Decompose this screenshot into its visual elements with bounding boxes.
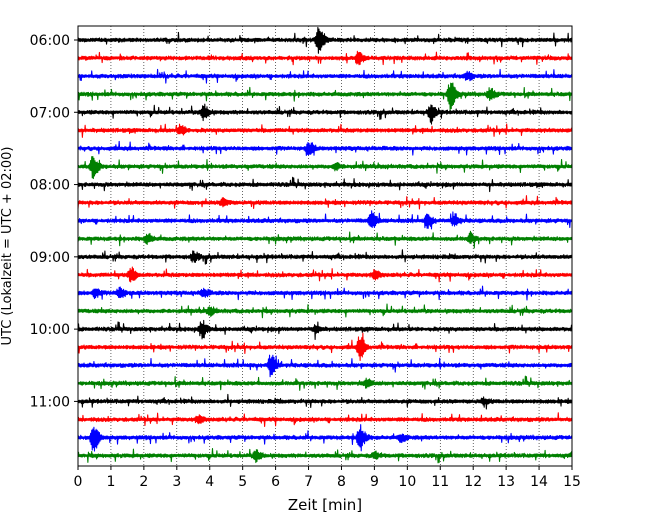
trace-line <box>77 82 573 111</box>
trace-line <box>77 230 573 249</box>
x-tick-label: 7 <box>304 474 313 490</box>
trace-line <box>77 26 573 54</box>
y-axis-label: UTC (Lokalzeit = UTC + 02:00) <box>0 147 15 346</box>
x-tick-label: 8 <box>337 474 346 490</box>
plot-frame <box>77 25 573 467</box>
trace-line <box>77 210 573 230</box>
trace-line <box>77 285 573 301</box>
x-tick-label: 6 <box>271 474 280 490</box>
trace-line <box>77 50 573 66</box>
y-tick-label: 08:00 <box>30 178 70 194</box>
x-tick-label: 15 <box>563 474 581 490</box>
x-axis-label: Zeit [min] <box>288 496 362 514</box>
y-tick-label: 07:00 <box>30 105 70 121</box>
trace-line <box>77 332 573 362</box>
x-tick-label: 9 <box>370 474 379 490</box>
trace-line <box>77 266 573 283</box>
trace-line <box>77 195 573 210</box>
grid <box>110 26 540 466</box>
trace-line <box>77 103 573 125</box>
y-tick-label: 06:00 <box>30 33 70 49</box>
trace-line <box>77 375 573 391</box>
y-axis-ticks: 06:00 07:00 08:00 09:00 10:00 11:00 <box>30 33 78 410</box>
trace-line <box>77 249 573 265</box>
trace-line <box>77 448 573 464</box>
trace-line <box>77 68 573 84</box>
trace-line <box>77 319 573 340</box>
x-tick-label: 12 <box>464 474 482 490</box>
trace-line <box>77 140 573 157</box>
y-tick-label: 09:00 <box>30 250 70 266</box>
trace-line <box>77 303 573 319</box>
x-tick-label: 10 <box>398 474 416 490</box>
x-tick-label: 13 <box>497 474 515 490</box>
x-tick-label: 3 <box>172 474 181 490</box>
x-tick-label: 1 <box>106 474 115 490</box>
trace-line <box>77 354 573 378</box>
trace-line <box>77 155 573 180</box>
y-tick-label: 10:00 <box>30 322 70 338</box>
x-axis-ticks: 0 1 2 3 4 5 6 7 8 9 10 11 12 13 14 15 <box>74 466 581 490</box>
trace-line <box>77 424 573 452</box>
x-tick-label: 4 <box>205 474 214 490</box>
x-tick-label: 2 <box>139 474 148 490</box>
x-tick-label: 14 <box>530 474 548 490</box>
x-tick-label: 5 <box>238 474 247 490</box>
x-tick-label: 11 <box>431 474 449 490</box>
trace-line <box>77 393 573 410</box>
trace-line <box>77 123 573 138</box>
y-tick-label: 11:00 <box>30 394 70 410</box>
traces <box>77 26 573 464</box>
trace-line <box>77 176 573 193</box>
x-tick-label: 0 <box>74 474 83 490</box>
trace-line <box>77 412 573 427</box>
